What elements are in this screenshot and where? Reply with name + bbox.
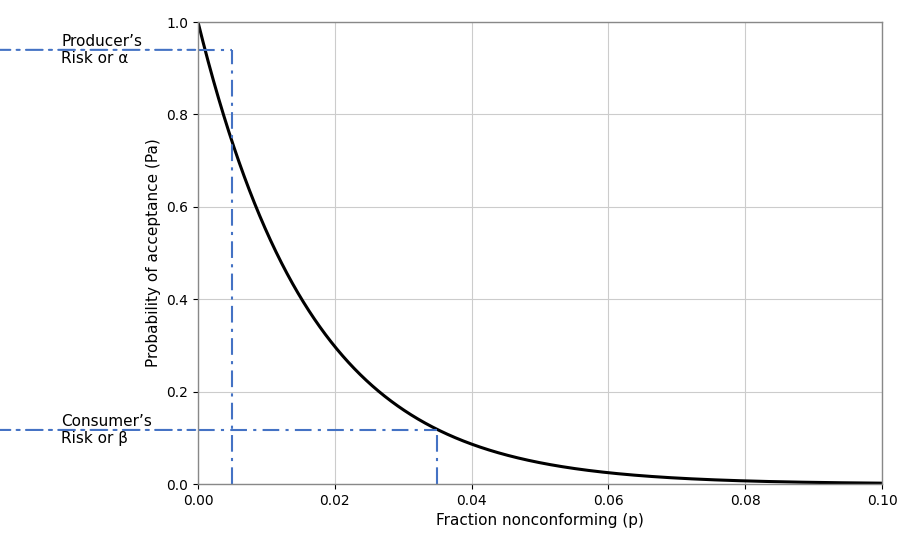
Text: Consumer’s
Risk or β: Consumer’s Risk or β (61, 414, 152, 446)
Y-axis label: Probability of acceptance (Pa): Probability of acceptance (Pa) (146, 139, 161, 367)
X-axis label: Fraction nonconforming (p): Fraction nonconforming (p) (436, 513, 644, 529)
Text: Producer’s
Risk or α: Producer’s Risk or α (61, 34, 142, 66)
